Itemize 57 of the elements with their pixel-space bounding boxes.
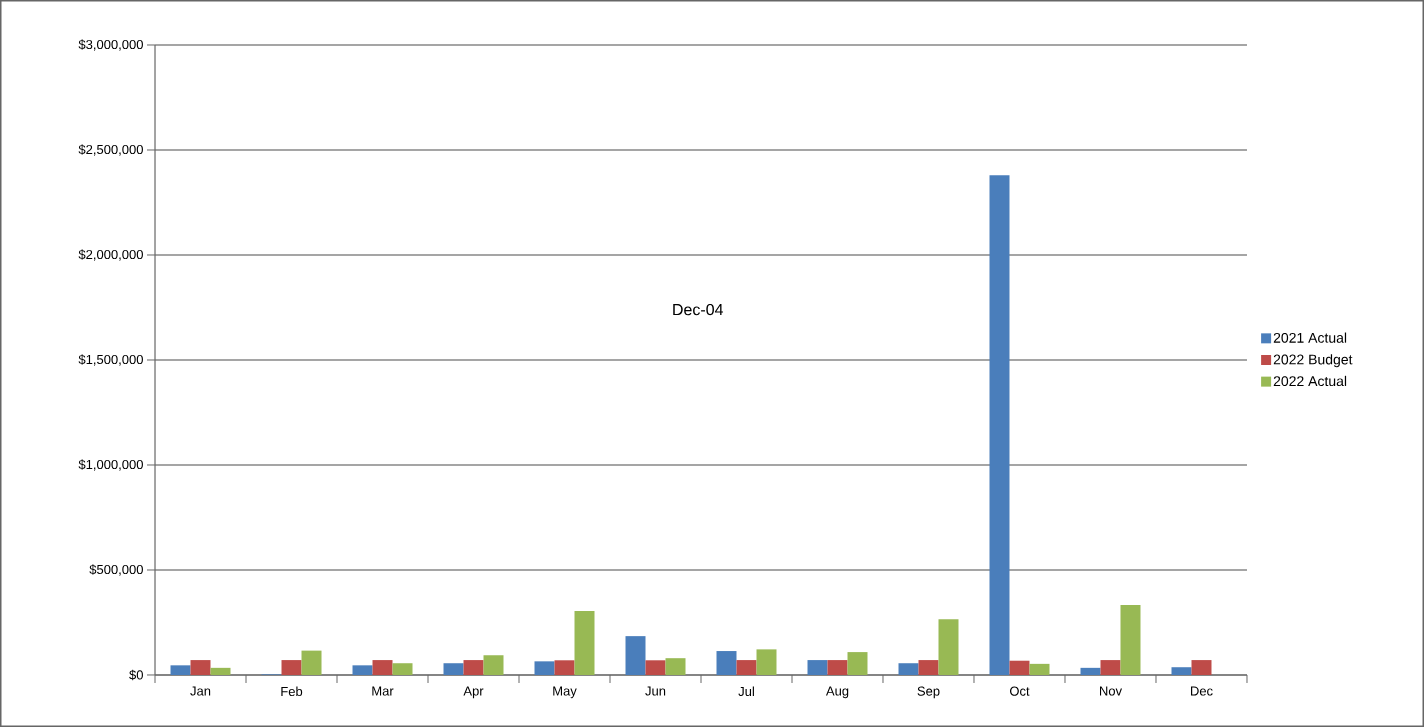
- bar: [665, 658, 686, 675]
- x-tick-label: Jul: [738, 686, 754, 697]
- bar: [392, 663, 413, 675]
- bar: [736, 660, 757, 675]
- x-tick-label: Jan: [190, 686, 211, 696]
- bar: [807, 660, 828, 675]
- bar: [372, 660, 393, 675]
- x-tick-label: Nov: [1100, 686, 1123, 696]
- bar: [210, 667, 231, 675]
- bar: [483, 655, 504, 675]
- bar: [1009, 660, 1030, 675]
- bar: [625, 636, 646, 675]
- legend-label: 2022 Actual: [1273, 375, 1347, 387]
- y-tick-label: $3,000,000: [78, 39, 143, 51]
- x-tick-label: Oct: [1010, 686, 1030, 696]
- bar: [847, 652, 868, 675]
- bar: [301, 650, 322, 675]
- bar: [281, 660, 302, 675]
- bar: [534, 661, 555, 675]
- bar: [898, 663, 919, 675]
- y-tick-label: $2,500,000: [78, 144, 143, 156]
- bar: [443, 663, 464, 675]
- bar: [352, 665, 373, 675]
- bar: [989, 175, 1010, 675]
- legend-label: 2022 Budget: [1273, 354, 1353, 368]
- x-tick-label: Jun: [645, 686, 666, 696]
- bar: [645, 660, 666, 675]
- bar: [918, 660, 939, 675]
- y-tick-label: $1,500,000: [78, 354, 143, 366]
- bar: [190, 660, 211, 675]
- bar: [756, 649, 777, 675]
- bar: [827, 660, 848, 675]
- bar: [716, 651, 737, 675]
- y-tick-label: $1,000,000: [78, 459, 143, 471]
- y-tick-label: $500,000: [89, 564, 143, 576]
- bar: [1191, 660, 1212, 675]
- y-tick-label: $2,000,000: [78, 249, 143, 261]
- bar: [463, 660, 484, 675]
- bar: [1029, 663, 1050, 675]
- x-tick-label: Apr: [463, 686, 484, 699]
- x-tick-label: Aug: [825, 686, 849, 699]
- x-tick-label: Mar: [372, 686, 394, 696]
- x-tick-label: Feb: [281, 686, 303, 697]
- bar: [1080, 667, 1101, 675]
- bar: [1120, 605, 1141, 675]
- bar: [938, 619, 959, 675]
- legend-label: 2021 Actual: [1273, 332, 1347, 343]
- bar: [1171, 667, 1192, 675]
- annotation: Dec-04: [673, 303, 724, 316]
- x-tick-label: May: [553, 686, 577, 699]
- bar: [554, 660, 575, 675]
- bar: [170, 665, 191, 675]
- x-tick-label: Sep: [917, 686, 940, 699]
- bar: [574, 610, 595, 675]
- x-tick-label: Dec: [1191, 686, 1213, 696]
- y-tick-label: $0: [129, 669, 143, 681]
- bar: [1100, 660, 1121, 675]
